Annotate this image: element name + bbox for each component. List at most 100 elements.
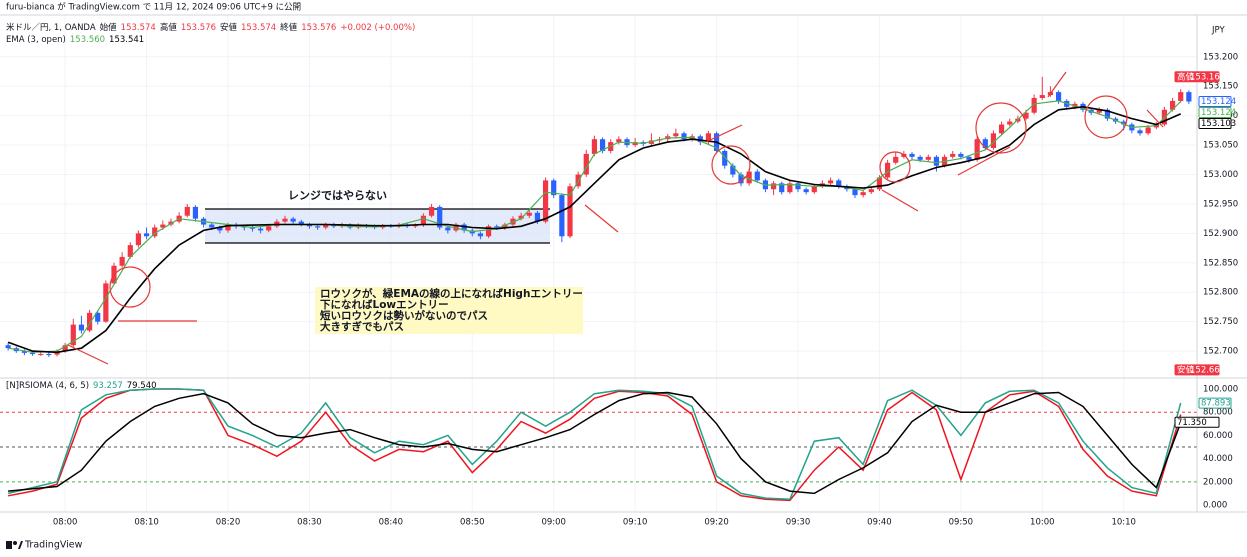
price-legend: 米ドル／円, 1, OANDA 始値 153.574 高値 153.576 安値 153.5… [6, 22, 415, 33]
plot [5, 76, 1192, 502]
arrow-line [67, 344, 109, 365]
candle-body [917, 156, 923, 160]
candle-body [217, 227, 223, 231]
candle-body [119, 256, 125, 266]
y-tick-label: 152.800 [1203, 288, 1238, 298]
candle-body [502, 224, 508, 228]
note-box [315, 287, 583, 334]
candle-body [950, 153, 956, 157]
candle-body [632, 142, 638, 146]
candle-body [485, 226, 492, 237]
candle-body [1178, 92, 1184, 101]
x-tick-label: 09:00 [541, 518, 566, 528]
candle-body [787, 183, 793, 193]
y-tick-label: 153.200 [1203, 52, 1238, 62]
candle-body [420, 215, 427, 226]
candle-body [1023, 112, 1029, 119]
candle-body [1137, 130, 1143, 134]
candle-body [551, 180, 557, 196]
note-line: ロウソクが、緑EMAの線の上になればHighエントリー [320, 287, 583, 300]
circle [711, 145, 751, 185]
x-tick-label: 08:30 [297, 518, 322, 528]
candle-body [591, 139, 598, 154]
candle-body [884, 162, 891, 178]
y-tick-label: 80.000 [1203, 408, 1233, 418]
legend-text: 高値 [160, 22, 178, 33]
candle-body [323, 224, 329, 228]
candle-body [795, 183, 801, 190]
price-badge [1198, 96, 1232, 108]
candle-body [95, 312, 101, 322]
candle-body [160, 224, 166, 228]
candle-body [152, 227, 158, 237]
legend-text: 153.576 [181, 23, 216, 33]
badge-value: 71.350 [1177, 418, 1207, 428]
candle-body [852, 189, 858, 196]
candle-body [534, 212, 541, 222]
y-tick-label: 152.900 [1203, 229, 1238, 239]
candle-body [445, 227, 451, 231]
y-tick-label: 153.050 [1203, 141, 1238, 151]
candle-body [770, 183, 777, 190]
legend-text: 79.540 [127, 381, 157, 391]
brand: TradingView [24, 540, 83, 551]
candle-body [290, 218, 296, 222]
x-tick-label: 08:00 [53, 518, 78, 528]
y-tick-label: 152.750 [1203, 317, 1238, 327]
arrow-line [584, 204, 619, 233]
candle-body [62, 345, 68, 352]
candle-body [70, 324, 76, 346]
candle-body [738, 174, 744, 184]
candle-body [567, 186, 573, 237]
candle-body [135, 233, 142, 246]
candle-body [266, 226, 272, 231]
candle-body [78, 324, 85, 331]
candle-body [982, 139, 988, 149]
candle-body [225, 224, 231, 231]
markup [67, 71, 1164, 365]
candle-body [990, 133, 997, 149]
candle-body [966, 156, 972, 160]
candle-body [616, 139, 622, 143]
candle-body [542, 180, 549, 222]
brand-logo [6, 541, 23, 549]
note: ロウソクが、緑EMAの線の上になればHighエントリー 下になればLowエントリ… [319, 287, 583, 333]
currency: JPY [1211, 26, 1225, 36]
candle-body [868, 189, 874, 193]
badge-value: 153.124 [1201, 97, 1236, 107]
y-tick-label: 20.000 [1203, 477, 1233, 487]
legend-text: 始値 [100, 22, 118, 33]
arrow-line [705, 124, 743, 143]
badge-value: 87.893 [1201, 399, 1231, 409]
candle-body [1055, 92, 1062, 101]
x-tick-label: 08:50 [460, 518, 485, 528]
candle-body [559, 195, 565, 237]
candle-body [754, 171, 760, 181]
candle-body [428, 206, 435, 216]
line [7, 105, 1182, 354]
badge-value: 153.103 [1201, 119, 1236, 129]
badge-value: 153.124 [1201, 108, 1236, 118]
candle-body [1121, 121, 1127, 125]
candle-body [5, 345, 11, 349]
legend-text: 153.576 [301, 23, 336, 33]
candle-body [933, 156, 940, 166]
candle-body [127, 245, 133, 257]
candle-body [412, 225, 418, 227]
x-tick-label: 09:20 [704, 518, 729, 528]
candle-body [998, 124, 1005, 134]
candle-body [803, 189, 809, 193]
candle-body [779, 183, 785, 193]
price-badge [1174, 364, 1220, 376]
candle-body [29, 352, 36, 355]
x-tick-label: 10:00 [1030, 518, 1055, 528]
legend-text: 安値 [220, 22, 238, 33]
candle-body [827, 180, 834, 184]
candle-body [209, 224, 215, 228]
candle-body [192, 206, 199, 219]
candle-body [103, 283, 109, 322]
candle-body [437, 206, 443, 228]
candle-body [673, 133, 679, 137]
candle-body [1169, 100, 1176, 110]
